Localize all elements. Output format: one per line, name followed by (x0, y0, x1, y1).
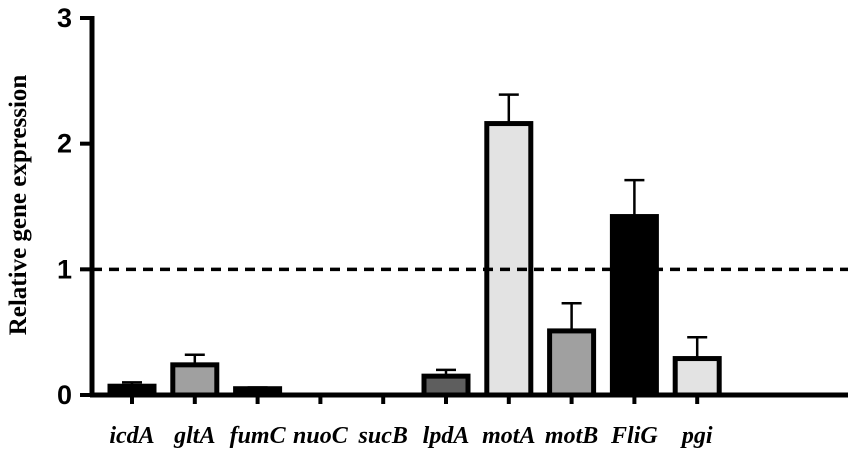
y-axis-label: Relative gene expression (5, 75, 32, 336)
bar-motB (547, 328, 597, 398)
x-tick-label-lpdA: lpdA (423, 423, 470, 449)
x-tick-label-gltA: gltA (173, 423, 215, 449)
y-tick-label-3: 3 (57, 3, 72, 33)
x-tick-label-fumC: fumC (230, 423, 287, 449)
bar-pgi (672, 356, 722, 398)
y-tick-label-2: 2 (57, 129, 72, 159)
bar-gltA (170, 362, 220, 398)
y-tick-label-1: 1 (57, 254, 72, 284)
error-bars-layer (122, 93, 708, 389)
x-tick-label-FliG: FliG (610, 423, 658, 449)
x-tick-label-motA: motA (482, 423, 535, 449)
bars-layer (107, 121, 722, 398)
labels-layer: Relative gene expression icdA gltA fumC nuo… (5, 3, 713, 449)
y-tick-label-0: 0 (57, 380, 72, 410)
x-tick-label-sucB: sucB (358, 423, 408, 449)
bar-lpdA (421, 373, 471, 398)
x-tick-label-pgi: pgi (680, 423, 713, 449)
axes-layer (80, 16, 848, 404)
x-tick-label-motB: motB (545, 423, 598, 449)
x-tick-label-icdA: icdA (109, 423, 154, 449)
bar-FliG (609, 214, 659, 398)
x-tick-label-nuoC: nuoC (293, 423, 349, 449)
bar-motA (484, 121, 534, 398)
